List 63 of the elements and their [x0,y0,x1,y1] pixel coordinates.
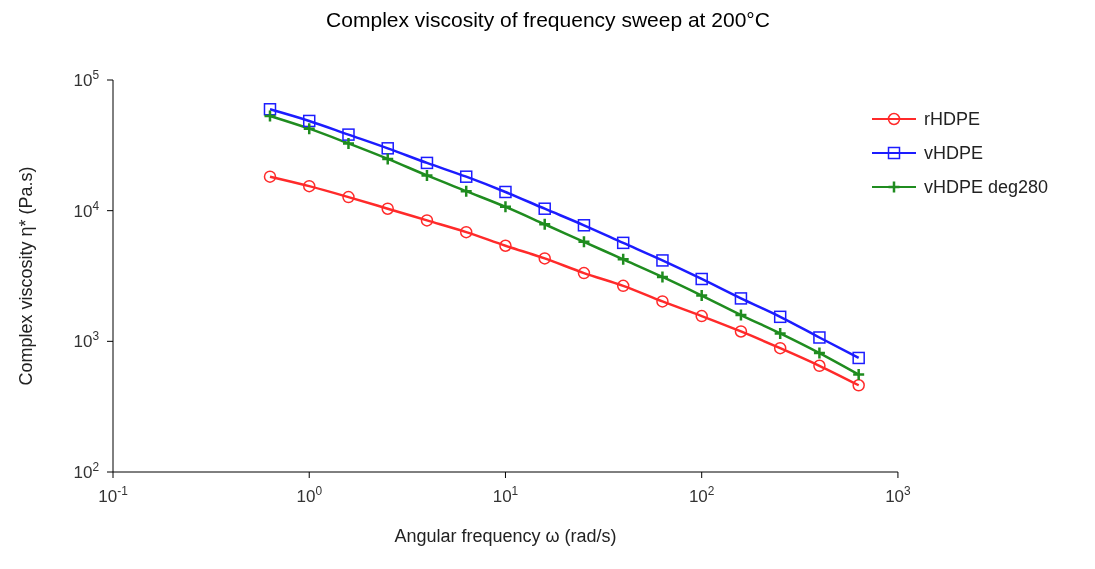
point [499,239,512,252]
point [342,190,355,204]
point [302,114,316,128]
x-tick-label: 10$^{3}$ [885,484,912,506]
point [577,235,591,249]
point [341,136,356,151]
point [812,346,827,360]
point [616,279,630,293]
point [851,367,866,382]
point [263,103,277,116]
y-tick-label: 10$^{2}$ [73,460,100,482]
point [695,309,708,323]
point [813,331,826,344]
point [420,168,434,183]
point [734,325,748,338]
x-tick-label: 10$^{1}$ [492,484,519,506]
point [538,252,551,265]
point [538,202,551,215]
point [656,295,669,308]
point [537,217,552,232]
point [694,288,709,303]
point [381,142,394,155]
y-axis-title: Complex viscosity η* (Pa.s) [16,166,37,386]
x-tick-label: 10$^{-1}$ [98,484,129,506]
point [773,310,787,324]
x-tick-label: 10$^{0}$ [296,484,323,506]
point [734,292,748,305]
point [499,185,512,199]
point [420,214,434,227]
chart-title: Complex viscosity of frequency sweep at 200°C [325,8,771,33]
point [459,225,473,239]
x-tick-label: 10$^{2}$ [688,484,715,506]
point [459,170,473,183]
point [773,341,787,355]
y-tick-label: 10$^{3}$ [73,329,100,352]
point [656,254,669,267]
point [342,128,355,141]
point [380,152,395,166]
point [577,266,591,280]
point [498,200,513,214]
legend-label: rHDPE [923,108,980,131]
legend-label: vHDPE deg280 [923,176,1048,199]
x-axis-title: Angular frequency ω (rad/s) [394,526,617,546]
point [302,179,316,193]
point [616,252,630,267]
point [655,270,670,284]
y-tick-label: 10$^{4}$ [73,198,100,221]
y-tick-label: 10$^{5}$ [73,68,100,90]
point [813,359,826,373]
point [577,219,591,232]
point [263,109,277,123]
point [695,272,708,286]
point [852,379,865,392]
point [616,236,630,250]
legend-label: vHDPE [923,142,983,165]
point [263,170,277,183]
point [381,202,394,215]
point [302,121,316,136]
point [420,156,434,170]
point [852,351,865,365]
point [773,326,787,341]
point [734,308,748,322]
point [459,184,473,198]
